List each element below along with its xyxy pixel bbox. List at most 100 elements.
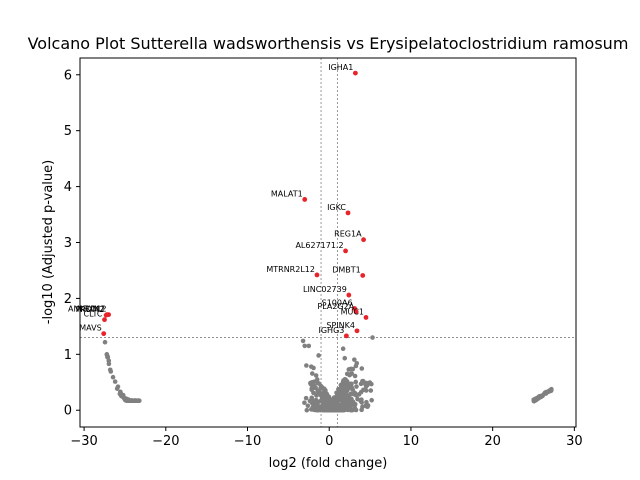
background-point-460 [341, 390, 347, 396]
background-point-417 [323, 406, 329, 412]
background-point-556 [108, 369, 114, 374]
background-point-416 [329, 405, 334, 410]
background-point-314 [314, 399, 320, 405]
background-point-403 [321, 389, 327, 394]
y-tick-label-1: 1 [64, 348, 72, 363]
background-point-393 [316, 381, 322, 386]
background-point-484 [308, 364, 314, 369]
significant-point-LINC02739 [346, 292, 352, 298]
background-point-375 [352, 357, 357, 362]
x-tick-label-5: 20 [484, 434, 501, 449]
significant-point-DMBT1 [360, 273, 366, 278]
x-tick-label-6: 30 [566, 434, 583, 449]
background-point-595 [547, 388, 552, 393]
threshold-lines-layer [80, 58, 576, 427]
significant-point-IGKC [345, 210, 351, 216]
background-point-103 [304, 407, 310, 413]
background-point-546 [112, 379, 118, 384]
y-tick-label-4: 4 [64, 180, 72, 195]
background-point-438 [344, 394, 349, 399]
gene-label-CLTC: CLTC [84, 310, 103, 319]
y-tick-label-6: 6 [64, 68, 72, 83]
background-point-318 [348, 366, 354, 372]
background-point-453 [352, 406, 358, 412]
y-tick-label-5: 5 [64, 124, 72, 139]
gene-label-MTRNR2L12: MTRNR2L12 [266, 265, 315, 274]
background-point-455 [364, 399, 369, 405]
background-point-390 [324, 401, 330, 407]
background-point-258 [309, 398, 314, 404]
significant-point-SPINK4 [354, 328, 360, 334]
gene-label-IGHA1: IGHA1 [328, 63, 353, 72]
background-point-52 [303, 395, 309, 401]
background-point-260 [349, 371, 355, 376]
gene-label-MUC1: MUC1 [341, 307, 364, 316]
background-point-498 [115, 384, 121, 389]
gene-label-LINC02739: LINC02739 [303, 285, 347, 294]
significant-points-layer [101, 70, 369, 339]
y-axis: 0 1 2 3 4 5 6 [64, 68, 80, 419]
x-axis-label: log2 (fold change) [269, 456, 388, 471]
background-point-456 [335, 404, 341, 409]
background-point-485 [316, 353, 321, 358]
background-point-538 [102, 339, 108, 345]
background-point-559 [105, 354, 110, 360]
x-tick-label-3: 0 [325, 434, 333, 449]
background-point-490 [342, 355, 348, 361]
significant-point-AL627171.2 [343, 248, 348, 254]
background-point-274 [318, 398, 324, 403]
plot-area: IGHA1 MALAT1 IGKC REG1A AL627171.2 MTRNR2L12 D… [68, 58, 576, 427]
background-point-599 [532, 398, 537, 403]
gene-label-DMBT1: DMBT1 [332, 265, 361, 274]
chart-title: Volcano Plot Sutterella wadsworthensis v… [28, 34, 629, 53]
gene-label-IGHG3: IGHG3 [319, 326, 345, 335]
background-point-480 [300, 338, 306, 344]
nonsignificant-points-layer [102, 335, 554, 413]
significant-point-PLA2G2A [353, 309, 359, 315]
background-point-561 [106, 361, 112, 367]
background-point-560 [132, 398, 137, 404]
background-point-602 [538, 394, 544, 400]
background-point-481 [302, 343, 308, 349]
background-point-443 [363, 388, 369, 393]
gene-label-PLA2G2A: PLA2G2A [317, 302, 354, 311]
background-point-479 [345, 382, 351, 388]
background-point-310 [338, 383, 344, 389]
background-point-358 [314, 393, 319, 398]
background-point-464 [347, 385, 353, 391]
gene-label-S100A6: S100A6 [322, 298, 353, 307]
background-point-483 [304, 363, 309, 368]
background-point-325 [318, 386, 323, 391]
significant-point-IGHA1 [352, 70, 358, 76]
x-tick-label-0: −30 [70, 434, 97, 449]
y-axis-label: -log10 (Adjusted p-value) [41, 160, 56, 324]
background-point-488 [312, 385, 317, 391]
background-point-487 [309, 379, 315, 385]
background-point-8 [353, 379, 359, 385]
background-point-486 [313, 373, 319, 378]
background-point-458 [359, 407, 364, 413]
background-point-476 [363, 403, 368, 408]
background-point-404 [312, 407, 317, 412]
background-point-549 [118, 392, 123, 398]
background-point-125 [302, 400, 307, 406]
significant-point-MUC1 [363, 315, 369, 320]
background-point-515 [110, 374, 116, 380]
significant-point-REG1A [361, 237, 366, 243]
background-point-482 [306, 343, 312, 349]
x-axis: −30 −20 −10 0 10 20 30 [70, 427, 583, 449]
background-point-492 [344, 371, 350, 377]
background-point-465 [351, 391, 356, 397]
background-point-410 [326, 396, 332, 402]
significant-point-CLTC [102, 317, 107, 323]
gene-label-MAVS: MAVS [79, 324, 101, 333]
background-point-459 [348, 407, 354, 413]
background-point-468 [359, 397, 364, 402]
background-point-558 [135, 398, 141, 404]
background-point-557 [128, 398, 134, 404]
background-point-462 [344, 387, 349, 392]
x-tick-label-2: −10 [234, 434, 261, 449]
significant-point-MTRNR2L12 [314, 272, 320, 278]
gene-label-PRDM2: PRDM2 [76, 305, 105, 314]
